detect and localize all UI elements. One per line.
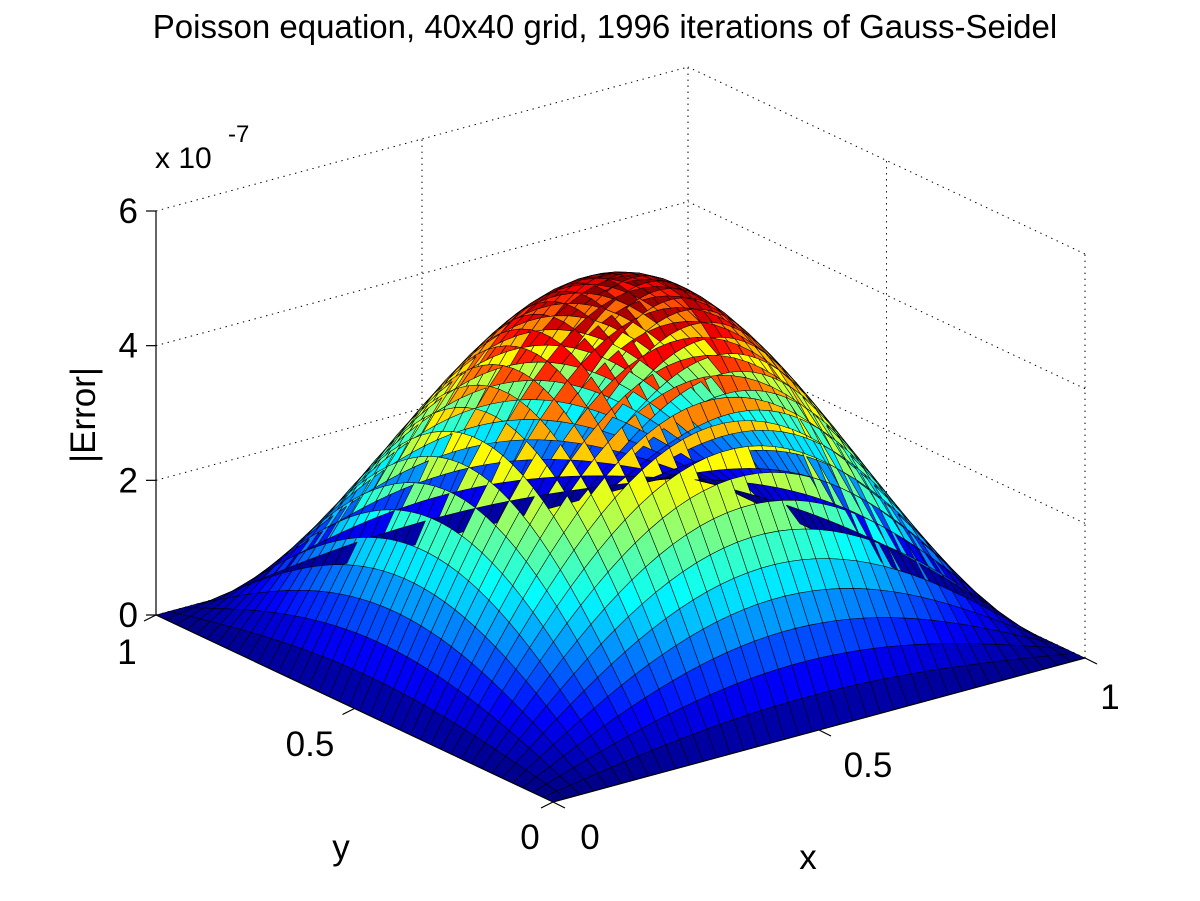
chart-title: Poisson equation, 40x40 grid, 1996 itera… bbox=[153, 8, 1057, 45]
z-tick-label: 4 bbox=[119, 327, 138, 366]
x-tick bbox=[1084, 657, 1098, 665]
z-axis-label: |Error| bbox=[64, 367, 103, 463]
z-axis-multiplier: x 10 -7 bbox=[155, 121, 249, 175]
x-tick-label: 0.5 bbox=[844, 746, 893, 785]
x-tick bbox=[818, 729, 832, 737]
x-tick bbox=[552, 801, 566, 809]
grid-line-z-back-y bbox=[687, 335, 1086, 524]
grid-line-z-back-y bbox=[687, 201, 1086, 390]
surface-plot bbox=[155, 271, 1086, 803]
y-tick bbox=[540, 801, 554, 809]
y-tick-label: 0 bbox=[520, 818, 539, 857]
y-axis-label: y bbox=[332, 828, 350, 867]
x-tick-label: 1 bbox=[1100, 678, 1119, 717]
y-tick bbox=[342, 707, 355, 716]
z-tick-label: 0 bbox=[119, 596, 138, 635]
y-tick-label: 1 bbox=[117, 633, 136, 672]
x-axis-label: x bbox=[799, 838, 817, 877]
y-tick bbox=[143, 614, 157, 622]
z-multiplier-base: x 10 bbox=[155, 142, 212, 175]
y-tick-label: 0.5 bbox=[286, 725, 335, 764]
z-tick-label: 6 bbox=[119, 192, 138, 231]
x-tick-label: 0 bbox=[580, 818, 599, 857]
z-tick-label: 2 bbox=[119, 461, 138, 500]
z-multiplier-exponent: -7 bbox=[228, 121, 249, 148]
grid-line-z-back-y bbox=[687, 66, 1086, 255]
